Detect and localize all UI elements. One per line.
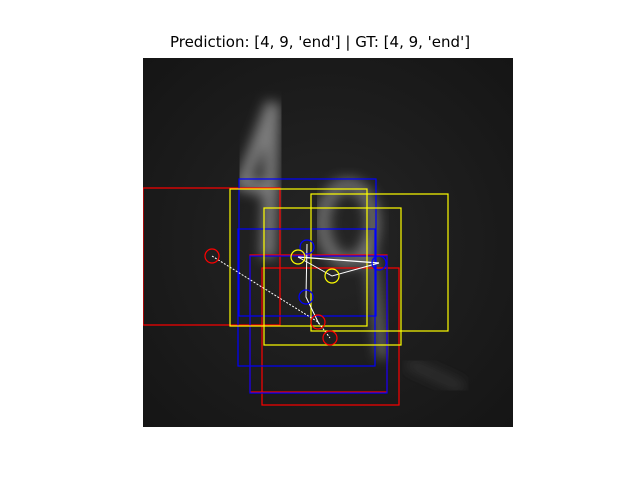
yellow-glimpse-center-1	[290, 249, 306, 265]
bottom-smudge	[405, 358, 466, 393]
glimpse-figure	[143, 58, 513, 427]
figure-svg	[143, 58, 513, 427]
blue-glimpse-center-2	[298, 289, 314, 305]
blue-glimpse-center-3	[371, 255, 387, 271]
yellow-trajectory	[297, 256, 380, 277]
digit-four-shape	[233, 100, 280, 259]
red-glimpse-center-3	[322, 330, 338, 346]
red-glimpse-center-1	[204, 248, 220, 264]
yellow-trajectory-top	[297, 256, 380, 264]
blue-glimpse-box-2	[237, 228, 376, 367]
red-glimpse-center-2	[310, 314, 326, 330]
blue-glimpse-center-1	[299, 239, 315, 255]
yellow-glimpse-box-3	[310, 193, 449, 332]
figure-title: Prediction: [4, 9, 'end'] | GT: [4, 9, '…	[169, 33, 471, 51]
blue-glimpse-box-3	[249, 255, 388, 394]
red-glimpse-box-3	[261, 267, 400, 406]
yellow-glimpse-center-2	[324, 268, 340, 284]
yellow-glimpse-box-1	[229, 188, 368, 327]
